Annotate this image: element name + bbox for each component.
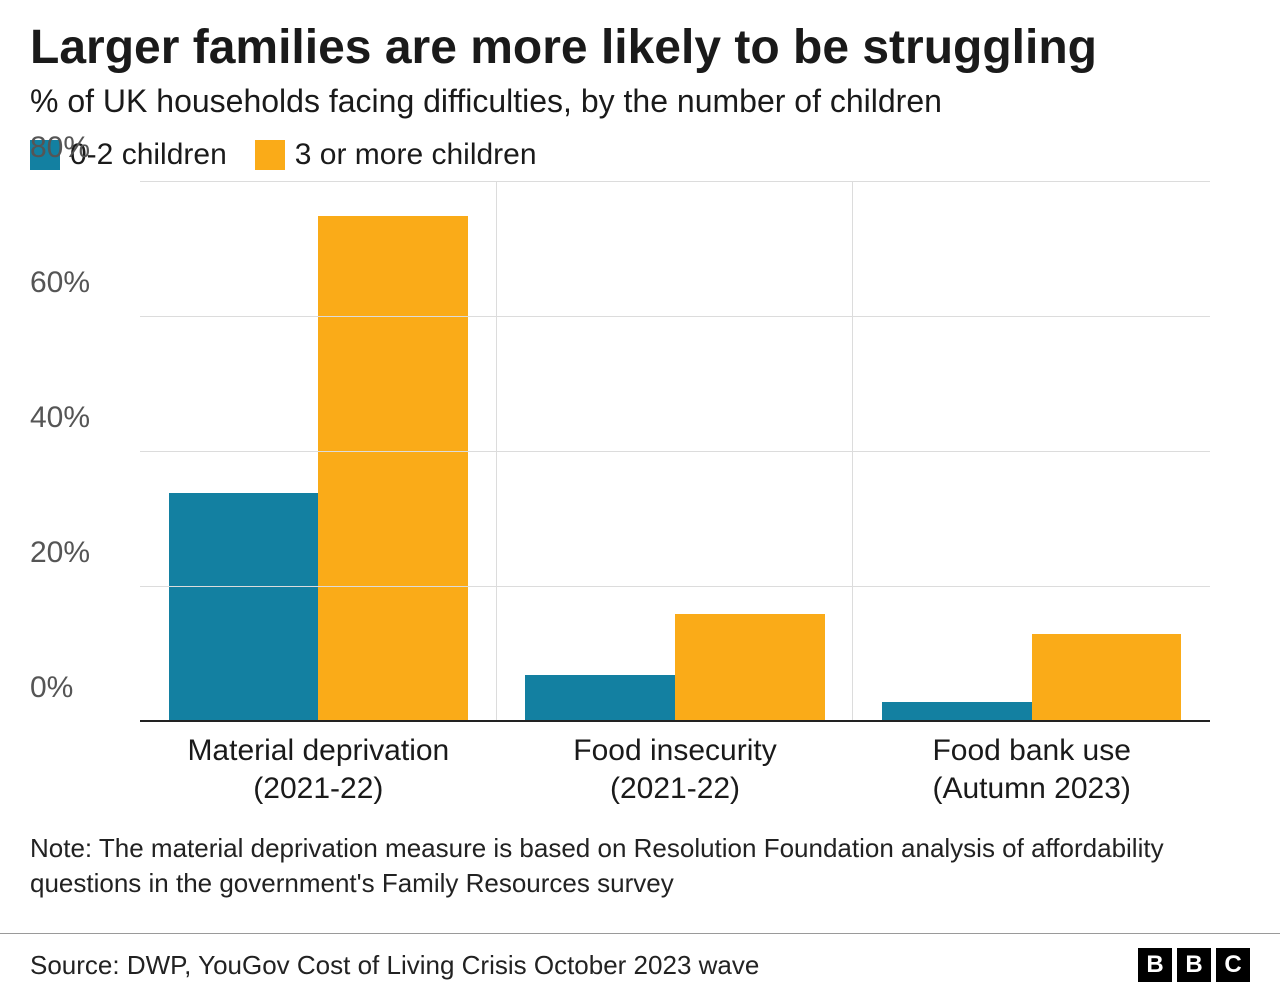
legend-swatch <box>255 140 285 170</box>
chart-title: Larger families are more likely to be st… <box>30 20 1250 75</box>
y-tick-label: 40% <box>30 401 130 435</box>
chart-card: Larger families are more likely to be st… <box>0 0 1280 1000</box>
legend: 0-2 children 3 or more children <box>30 138 1250 172</box>
bar <box>525 675 675 722</box>
logo-letter: B <box>1138 948 1172 982</box>
bar <box>882 702 1032 722</box>
bar-group <box>853 182 1210 722</box>
x-axis-labels: Material deprivation(2021-22)Food insecu… <box>140 732 1210 807</box>
gridline <box>140 586 1210 587</box>
y-tick-label: 60% <box>30 266 130 300</box>
logo-letter: C <box>1216 948 1250 982</box>
gridline <box>140 316 1210 317</box>
x-axis-line <box>140 720 1210 722</box>
legend-item: 3 or more children <box>255 138 537 172</box>
x-tick-label: Material deprivation(2021-22) <box>140 732 497 807</box>
bbc-logo: B B C <box>1138 948 1250 982</box>
footer: Source: DWP, YouGov Cost of Living Crisi… <box>0 933 1280 1000</box>
chart-note: Note: The material deprivation measure i… <box>30 831 1250 901</box>
bar <box>169 493 319 723</box>
bar <box>675 614 825 722</box>
bar-group <box>140 182 497 722</box>
y-tick-label: 80% <box>30 131 130 165</box>
plot-area: 0%20%40%60%80% <box>140 182 1210 722</box>
y-tick-label: 20% <box>30 536 130 570</box>
chart-subtitle: % of UK households facing difficulties, … <box>30 83 1250 120</box>
y-tick-label: 0% <box>30 671 130 705</box>
source-text: Source: DWP, YouGov Cost of Living Crisi… <box>30 950 759 981</box>
gridline <box>140 451 1210 452</box>
legend-label: 3 or more children <box>295 138 537 172</box>
x-tick-label: Food bank use(Autumn 2023) <box>853 732 1210 807</box>
logo-letter: B <box>1177 948 1211 982</box>
bar-group <box>497 182 854 722</box>
bar <box>318 216 468 722</box>
bar-groups <box>140 182 1210 722</box>
gridline <box>140 181 1210 182</box>
x-tick-label: Food insecurity(2021-22) <box>497 732 854 807</box>
bar-chart: 0%20%40%60%80% <box>140 182 1210 722</box>
bar <box>1032 634 1182 722</box>
